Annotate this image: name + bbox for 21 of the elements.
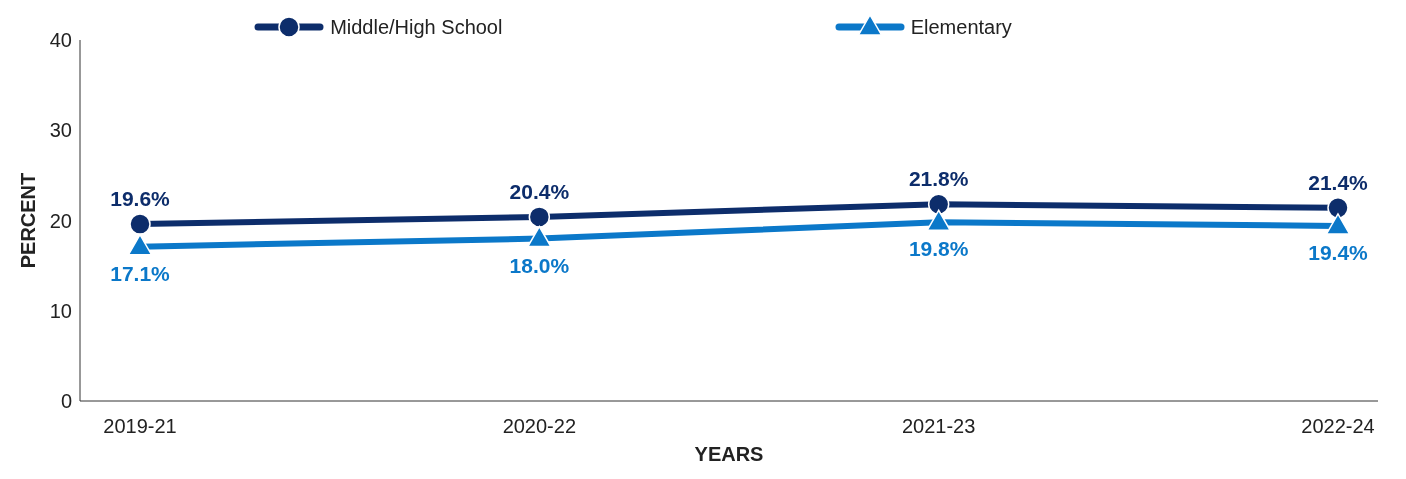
legend-label: Elementary [910,15,1012,39]
legend-label: Middle/High School [330,15,503,39]
y-tick-label: 0 [60,390,72,413]
data-label: 21.8% [908,167,969,191]
data-label: 19.8% [908,237,969,261]
x-tick-label: 2022-24 [1301,415,1375,438]
x-tick-label: 2020-22 [502,415,577,438]
y-tick-label: 10 [49,299,72,322]
data-label: 18.0% [509,253,570,277]
y-tick-label: 30 [49,119,72,142]
data-label: 19.6% [110,187,171,211]
data-label: 20.4% [509,179,570,203]
y-tick-label: 20 [49,209,72,232]
data-label: 19.4% [1308,240,1369,264]
y-axis-title: PERCENT [17,172,40,269]
x-tick-label: 2021-23 [901,415,976,438]
y-tick-label: 40 [49,29,72,52]
x-tick-label: 2019-21 [103,415,177,438]
x-axis-title: YEARS [694,443,764,465]
data-label: 21.4% [1308,170,1369,194]
data-label: 17.1% [110,261,171,285]
